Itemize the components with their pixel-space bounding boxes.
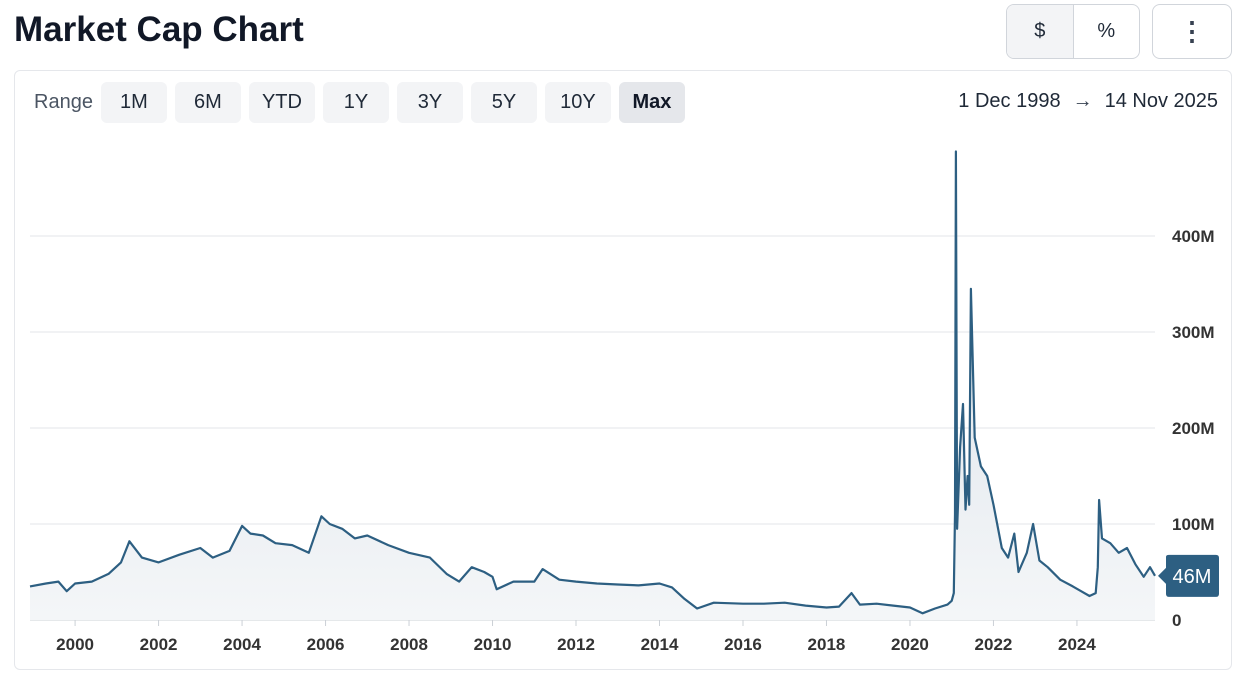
x-tick-label: 2002 [140, 635, 178, 654]
range-10y-button[interactable]: 10Y [544, 82, 611, 123]
x-tick-label: 2018 [808, 635, 846, 654]
chart-card [14, 70, 1232, 670]
area-fill [30, 151, 1155, 620]
end-date: 14 Nov 2025 [1104, 90, 1218, 112]
y-tick-label: 100M [1172, 515, 1215, 534]
y-tick-label: 0 [1172, 611, 1181, 630]
range-max-button[interactable]: Max [618, 82, 685, 123]
range-label: Range [34, 91, 93, 113]
y-tick-label: 400M [1172, 227, 1215, 246]
x-tick-label: 2010 [474, 635, 512, 654]
series-line [29, 150, 1156, 615]
range-1y-button[interactable]: 1Y [322, 82, 389, 123]
dollar-toggle-button[interactable]: $ [1007, 5, 1074, 58]
y-tick-label: 300M [1172, 323, 1215, 342]
x-tick-label: 2004 [223, 635, 261, 654]
x-tick-label: 2000 [56, 635, 94, 654]
x-tick-label: 2020 [891, 635, 929, 654]
current-value-badge [1158, 554, 1219, 597]
x-tick-label: 2022 [975, 635, 1013, 654]
current-value-label: 46M [1173, 566, 1212, 588]
more-options-button[interactable]: ⋮ [1152, 4, 1232, 59]
start-date: 1 Dec 1998 [958, 90, 1061, 112]
y-tick-label: 200M [1172, 419, 1215, 438]
range-1m-button[interactable]: 1M [100, 82, 167, 123]
x-tick-label: 2014 [641, 635, 679, 654]
x-tick-label: 2008 [390, 635, 428, 654]
page-title: Market Cap Chart [14, 10, 304, 49]
range-5y-button[interactable]: 5Y [470, 82, 537, 123]
range-selector: Range 1M 6M YTD 1Y 3Y 5Y 10Y Max [34, 82, 685, 123]
range-6m-button[interactable]: 6M [174, 82, 241, 123]
arrow-icon: → [1072, 90, 1093, 112]
range-3y-button[interactable]: 3Y [396, 82, 463, 123]
x-tick-label: 2012 [557, 635, 595, 654]
date-range: 1 Dec 1998 → 14 Nov 2025 [958, 90, 1218, 113]
x-tick-label: 2006 [307, 635, 345, 654]
value-mode-toggle[interactable]: $ % [1006, 4, 1140, 59]
percent-toggle-button[interactable]: % [1097, 20, 1116, 42]
x-tick-label: 2016 [724, 635, 762, 654]
range-ytd-button[interactable]: YTD [248, 82, 315, 123]
vertical-ellipsis-icon: ⋮ [1179, 16, 1205, 46]
x-tick-label: 2024 [1058, 635, 1096, 654]
